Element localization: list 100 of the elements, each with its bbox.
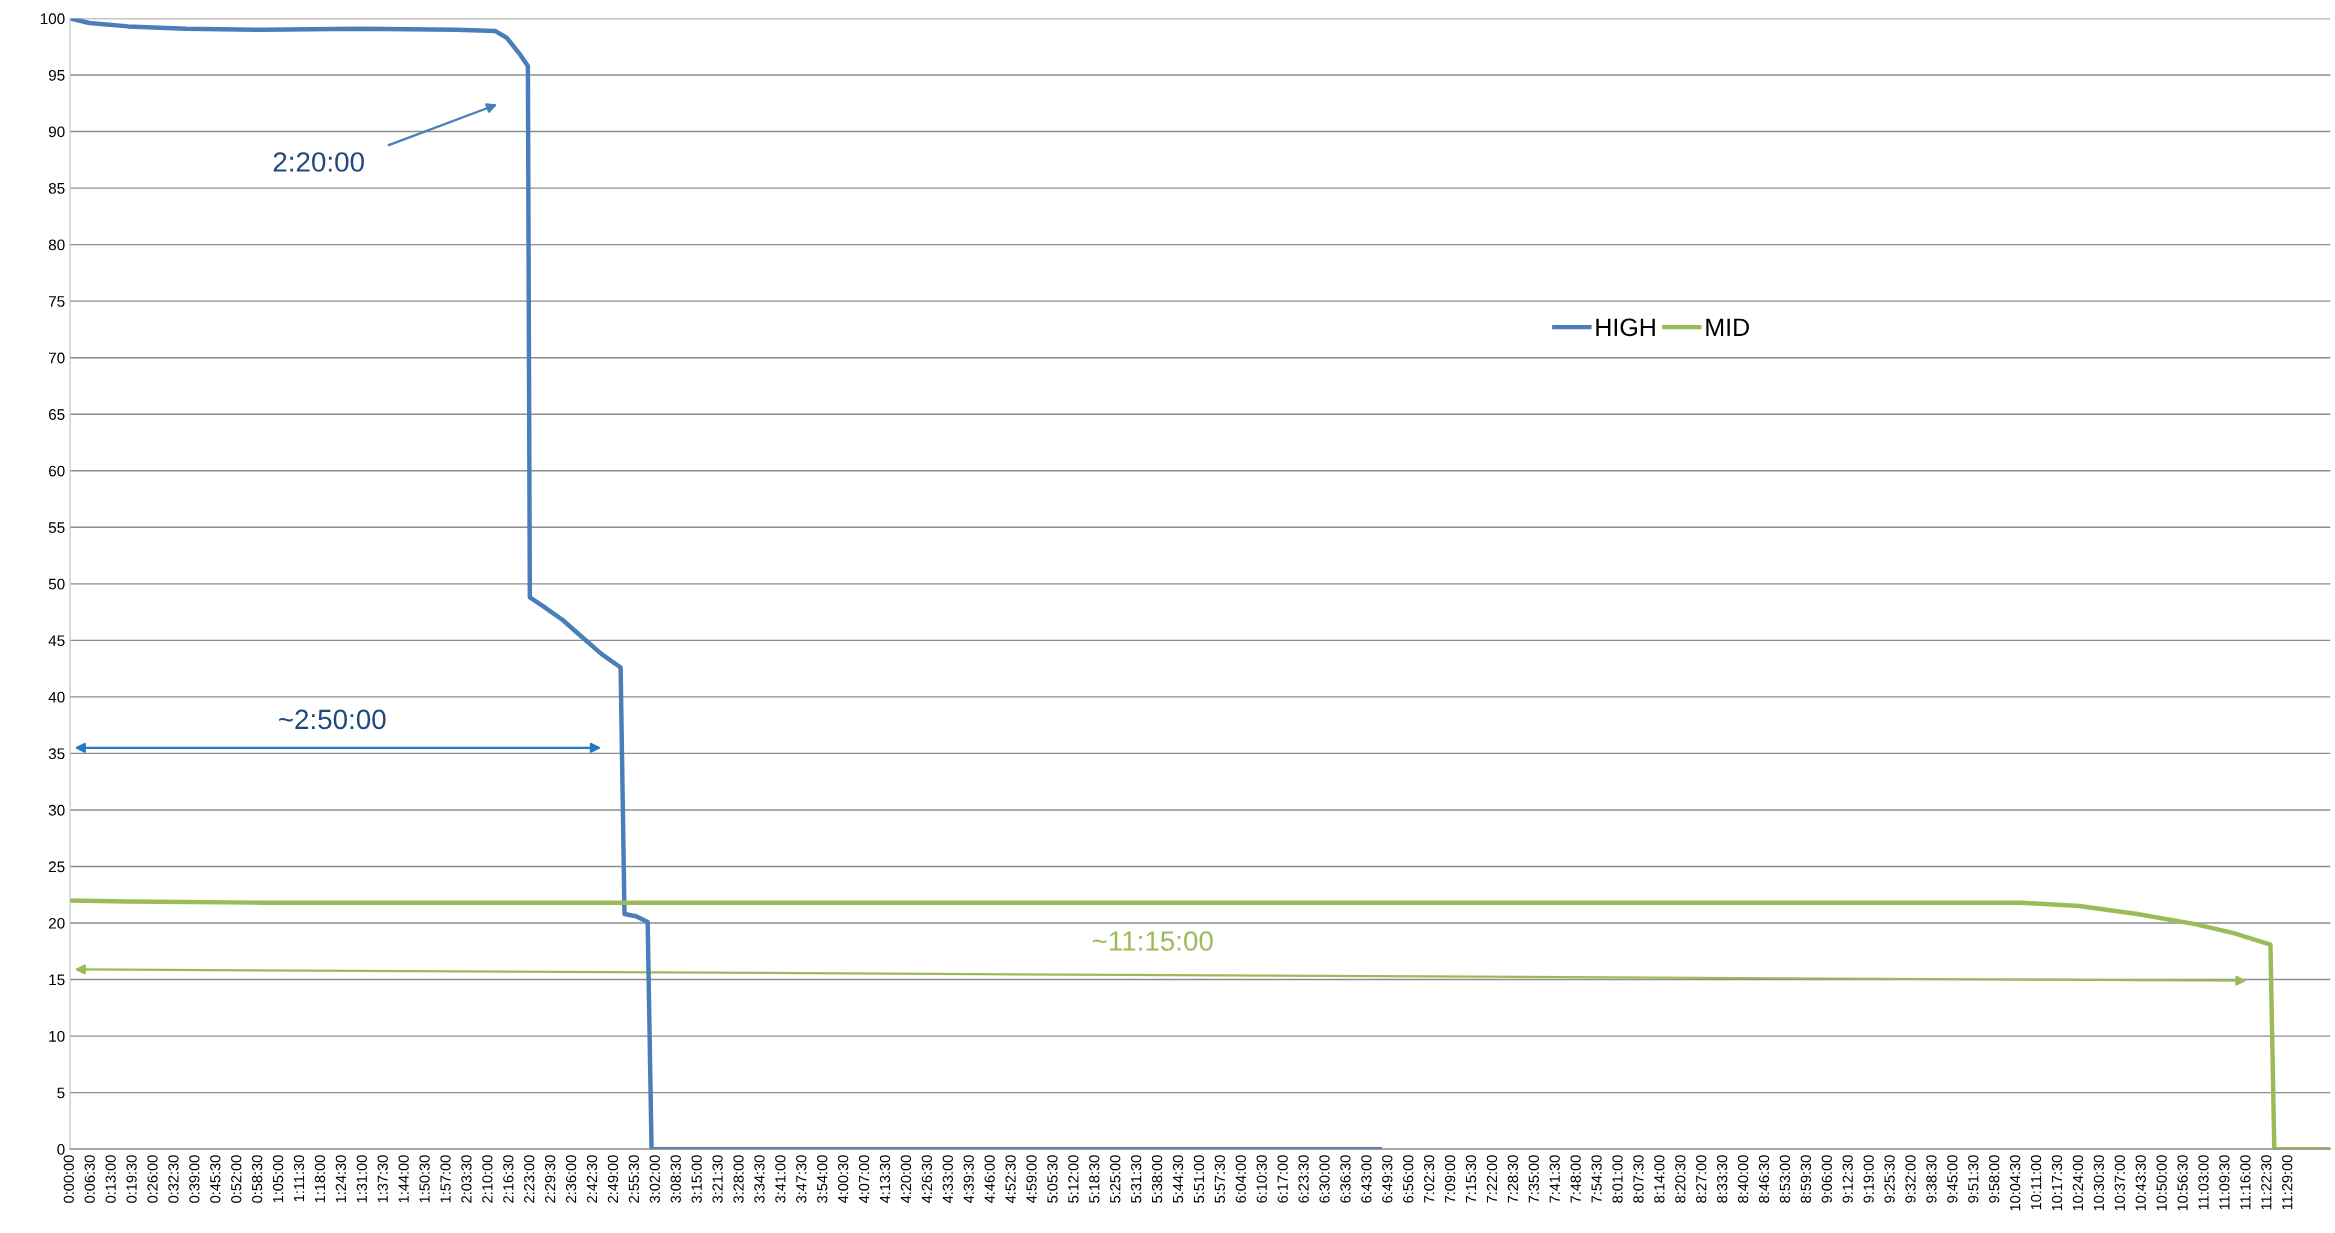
x-tick-label: 1:05:00 (272, 1155, 284, 1203)
x-tick-label: 4:46:00 (984, 1155, 995, 1204)
x-tick-label: 4:26:30 (921, 1155, 933, 1204)
x-tick-label: 4:59:00 (1026, 1155, 1037, 1204)
x-tick-label: 0:52:00 (231, 1155, 242, 1203)
x-tick-label: 8:01:00 (1612, 1155, 1623, 1203)
x-tick-label: 10:04:30 (2009, 1155, 2021, 1211)
y-tick-label: 60 (48, 465, 65, 477)
x-tick-label: 11:29:00 (2282, 1155, 2293, 1210)
y-tick-label: 50 (48, 578, 65, 590)
x-tick-label: 9:25:30 (1884, 1155, 1895, 1203)
x-tick-label: 7:41:30 (1549, 1155, 1560, 1203)
x-tick-label: 8:14:00 (1654, 1155, 1665, 1203)
x-tick-label: 6:56:00 (1403, 1155, 1414, 1203)
x-tick-label: 5:31:30 (1130, 1155, 1142, 1203)
x-tick-label: 2:16:30 (503, 1155, 514, 1203)
x-tick-label: 4:13:30 (879, 1155, 891, 1204)
x-tick-label: 11:09:30 (2219, 1155, 2230, 1210)
x-tick-label: 0:39:00 (189, 1155, 200, 1203)
x-tick-label: 10:56:30 (2177, 1155, 2188, 1211)
x-tick-label: 3:15:00 (691, 1155, 702, 1203)
x-tick-label: 11:22:30 (2261, 1155, 2272, 1210)
x-tick-label: 9:19:00 (1863, 1155, 1874, 1203)
y-tick-label: 85 (48, 182, 65, 194)
annotation: 2:20:00 (273, 152, 364, 172)
x-tick-label: 0:00:00 (63, 1155, 74, 1203)
x-tick-label: 2:36:00 (565, 1155, 577, 1203)
x-tick-label: 7:54:30 (1591, 1155, 1602, 1203)
x-tick-label: 8:59:30 (1800, 1155, 1812, 1203)
x-tick-label: 5:25:00 (1110, 1155, 1121, 1203)
x-tick-label: 1:50:30 (419, 1155, 430, 1203)
x-tick-label: 5:44:30 (1172, 1155, 1184, 1203)
x-tick-label: 4:52:30 (1005, 1155, 1016, 1204)
y-tick-label: 40 (48, 691, 65, 703)
x-tick-label: 0:13:00 (105, 1155, 116, 1203)
x-tick-label: 4:07:00 (858, 1155, 870, 1204)
x-tick-label: 8:40:00 (1737, 1155, 1749, 1203)
x-tick-label: 3:41:00 (775, 1155, 786, 1203)
line-series (70, 898, 2331, 1150)
x-tick-label: 0:06:30 (84, 1155, 95, 1203)
x-tick-label: 9:58:00 (1989, 1155, 2000, 1203)
x-tick-label: 6:30:00 (1319, 1155, 1330, 1203)
x-tick-label: 10:30:30 (2093, 1155, 2105, 1211)
y-tick-label: 70 (48, 352, 65, 364)
x-tick-label: 6:23:30 (1298, 1155, 1309, 1203)
y-tick-label: 25 (48, 861, 65, 873)
line-series (70, 18, 1383, 1150)
x-tick-label: 10:11:00 (2030, 1155, 2042, 1210)
x-tick-label: 2:42:30 (586, 1155, 598, 1203)
x-tick-label: 2:23:00 (524, 1155, 535, 1203)
x-tick-label: 0:45:30 (210, 1155, 221, 1203)
x-tick-label: 7:09:00 (1444, 1155, 1456, 1203)
y-tick-label: 5 (57, 1087, 65, 1099)
x-tick-label: 1:31:00 (356, 1155, 367, 1203)
x-tick-label: 3:47:30 (796, 1155, 807, 1203)
x-tick-label: 3:28:00 (733, 1155, 744, 1203)
x-tick-label: 0:58:30 (251, 1155, 263, 1203)
annotation: ~11:15:00 (1092, 931, 1213, 951)
x-tick-label: 7:48:00 (1570, 1155, 1581, 1203)
annotation: ~2:50:00 (279, 709, 386, 730)
x-tick-label: 9:32:00 (1905, 1155, 1916, 1203)
x-tick-label: 8:53:00 (1779, 1155, 1791, 1203)
x-tick-label: 6:49:30 (1382, 1155, 1393, 1203)
x-tick-label: 1:24:30 (335, 1155, 347, 1203)
x-tick-label: 7:28:30 (1507, 1155, 1519, 1203)
y-tick-label: 15 (49, 974, 65, 986)
x-tick-label: 9:51:30 (1968, 1155, 1979, 1203)
x-tick-label: 4:33:00 (942, 1155, 953, 1204)
y-tick-label: 75 (48, 296, 65, 307)
x-tick-label: 6:04:00 (1235, 1155, 1246, 1203)
x-tick-label: 5:51:00 (1193, 1155, 1205, 1203)
x-tick-label: 8:20:30 (1675, 1155, 1686, 1203)
x-tick-label: 10:17:30 (2051, 1155, 2063, 1211)
x-tick-label: 10:50:00 (2156, 1155, 2167, 1211)
x-tick-label: 1:57:00 (440, 1155, 451, 1203)
x-tick-label: 3:34:30 (754, 1155, 765, 1203)
y-tick-label: 65 (48, 409, 65, 420)
x-tick-label: 8:07:30 (1633, 1155, 1644, 1203)
x-tick-label: 3:21:30 (712, 1155, 723, 1203)
legend-label: HIGH (1596, 318, 1655, 337)
x-tick-label: 5:57:30 (1214, 1155, 1226, 1203)
y-tick-label: 90 (48, 126, 65, 138)
y-tick-label: 80 (48, 239, 65, 251)
y-tick-label: 35 (48, 748, 65, 760)
y-tick-label: 0 (57, 1144, 65, 1155)
x-tick-label: 5:18:30 (1089, 1155, 1100, 1203)
x-tick-label: 8:27:00 (1696, 1155, 1707, 1203)
x-tick-label: 3:54:00 (817, 1155, 828, 1203)
x-tick-label: 1:44:00 (398, 1155, 409, 1203)
x-tick-label: 8:33:30 (1716, 1155, 1728, 1203)
y-tick-label: 20 (48, 917, 65, 929)
x-tick-label: 0:19:30 (126, 1155, 137, 1203)
x-tick-label: 4:39:30 (963, 1155, 974, 1204)
x-tick-label: 1:18:00 (314, 1155, 326, 1203)
x-tick-label: 10:37:00 (2114, 1155, 2125, 1211)
x-tick-label: 1:11:30 (293, 1155, 305, 1202)
x-tick-label: 6:10:30 (1256, 1155, 1267, 1203)
x-tick-label: 10:24:00 (2072, 1155, 2084, 1211)
x-tick-label: 4:20:00 (900, 1155, 912, 1204)
x-tick-label: 0:26:00 (147, 1155, 158, 1203)
